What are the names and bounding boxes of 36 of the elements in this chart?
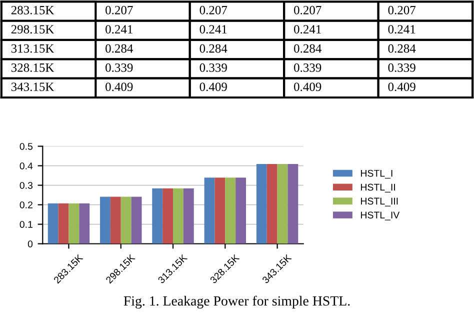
y-tick-label: 0: [28, 240, 33, 248]
data-label: 0.241: [294, 25, 321, 34]
data-label: 0.284: [388, 44, 416, 53]
y-tick-label: 298.15K: [11, 25, 54, 34]
data-label: 0.339: [106, 63, 133, 72]
data-label: 0.409: [106, 82, 133, 92]
legend-label: HSTL_III: [360, 198, 398, 206]
data-label: 0.284: [106, 44, 134, 53]
y-tick-label: 0.2: [20, 201, 32, 208]
data-label: 0.409: [294, 82, 322, 92]
legend-label: HSTL_I: [360, 170, 392, 179]
data-label: 0.339: [388, 63, 416, 72]
y-tick-label: 0.5: [20, 142, 33, 150]
y-tick-label: 0.3: [20, 182, 33, 189]
y-tick-label: 283.15K: [11, 6, 54, 14]
caption: Fig. 1. Leakage Power for simple HSTL.: [124, 296, 350, 308]
data-label: 0.339: [200, 63, 227, 72]
data-label: 0.241: [200, 25, 227, 34]
data-label: 0.207: [106, 6, 133, 14]
legend-label: HSTL_II: [360, 184, 395, 192]
y-tick-label: 313.15K: [11, 44, 54, 53]
data-label: 0.241: [388, 25, 416, 34]
data-label: 0.409: [200, 82, 227, 92]
data-label: 0.207: [200, 6, 228, 14]
y-tick-label: 328.15K: [11, 63, 54, 72]
y-tick-label: 0.1: [20, 220, 32, 228]
data-label: 0.241: [106, 25, 132, 34]
data-label: 0.339: [294, 63, 322, 72]
y-tick-label: 343.15K: [11, 82, 54, 92]
data-label: 0.284: [294, 44, 322, 53]
data-label: 0.284: [200, 44, 228, 53]
data-label: 0.207: [294, 6, 322, 14]
y-tick-label: 0.4: [20, 162, 33, 170]
legend-label: HSTL_IV: [360, 212, 400, 220]
data-label: 0.409: [388, 82, 416, 92]
data-label: 0.207: [388, 6, 416, 14]
